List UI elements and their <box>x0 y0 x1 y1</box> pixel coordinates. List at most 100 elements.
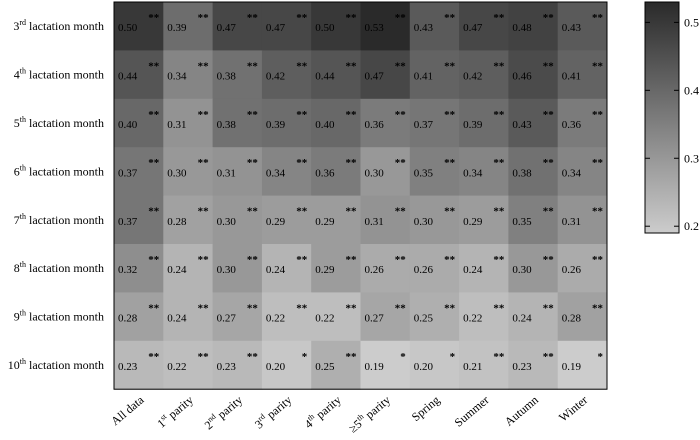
heatmap-cell <box>557 292 608 342</box>
significance-marker: ** <box>148 206 160 218</box>
heatmap-cell <box>311 50 361 100</box>
heatmap-cell <box>163 340 214 390</box>
significance-marker: ** <box>296 157 308 169</box>
heatmap-cell <box>114 195 164 245</box>
heatmap-cell <box>163 195 214 245</box>
heatmap-cell <box>459 98 509 148</box>
column-label: Summer <box>452 393 492 430</box>
heatmap-cell <box>459 2 509 51</box>
heatmap-cell <box>114 2 164 51</box>
cell-value-label: 0.43 <box>512 119 532 131</box>
heatmap-cell <box>114 244 164 293</box>
row-label: 4th lactation month <box>14 67 104 82</box>
colorbar-ticks: 0.5 0.4 0.3 0.2 <box>645 15 699 233</box>
significance-marker: ** <box>148 254 160 266</box>
significance-marker: ** <box>198 351 210 363</box>
heatmap-cell <box>261 292 312 342</box>
significance-marker: ** <box>198 254 210 266</box>
significance-marker: ** <box>296 302 308 314</box>
heatmap-cell <box>508 244 559 293</box>
heatmap-cell <box>311 2 361 51</box>
cell-value-label: 0.47 <box>463 22 483 34</box>
significance-marker: ** <box>395 254 407 266</box>
heatmap-cell <box>114 340 164 390</box>
significance-marker: ** <box>592 60 604 72</box>
heatmap-cell <box>360 340 411 390</box>
cell-value-label: 0.34 <box>167 71 187 83</box>
significance-marker: ** <box>444 109 456 121</box>
column-label: Autumn <box>502 393 541 429</box>
significance-marker: ** <box>148 12 160 24</box>
heatmap-cell <box>557 244 608 293</box>
heatmap-cell <box>163 244 214 293</box>
significance-marker: ** <box>543 351 555 363</box>
cell-value-label: 0.50 <box>315 22 335 34</box>
significance-marker: ** <box>592 254 604 266</box>
heatmap-cell <box>360 244 411 293</box>
cell-value-label: 0.42 <box>463 71 482 83</box>
significance-marker: ** <box>247 254 259 266</box>
significance-marker: ** <box>444 157 456 169</box>
significance-marker: ** <box>148 109 160 121</box>
significance-marker: ** <box>247 206 259 218</box>
significance-marker: ** <box>493 254 505 266</box>
significance-marker: ** <box>543 302 555 314</box>
cell-value-label: 0.24 <box>463 264 483 276</box>
row-label: 6th lactation month <box>14 163 104 178</box>
cell-value-label: 0.38 <box>512 167 532 179</box>
cell-value-label: 0.29 <box>463 216 483 228</box>
heatmap-cell <box>311 98 361 148</box>
significance-marker: ** <box>346 12 358 24</box>
cell-value-label: 0.35 <box>414 167 434 179</box>
heatmap-border <box>113 1 608 390</box>
cell-value-label: 0.31 <box>217 167 236 179</box>
cell-value-label: 0.21 <box>463 361 482 373</box>
cell-value-label: 0.39 <box>167 22 187 34</box>
significance-marker: ** <box>346 60 358 72</box>
column-label: Winter <box>556 393 590 425</box>
heatmap-cell <box>557 195 608 245</box>
cell-value-label: 0.30 <box>414 216 434 228</box>
significance-marker: ** <box>493 157 505 169</box>
heatmap-cell <box>261 340 312 390</box>
heatmap-cell <box>360 2 411 51</box>
cell-value-label: 0.19 <box>562 361 582 373</box>
row-label: 10th lactation month <box>8 357 104 372</box>
significance-marker: ** <box>444 302 456 314</box>
heatmap-cell <box>261 98 312 148</box>
heatmap-cell <box>311 244 361 293</box>
heatmap-cell <box>459 195 509 245</box>
significance-marker: ** <box>296 206 308 218</box>
heatmap-cell <box>311 195 361 245</box>
significance-marker: * <box>302 351 308 363</box>
cell-value-label: 0.23 <box>118 361 138 373</box>
cell-value-label: 0.34 <box>463 167 483 179</box>
colorbar-tick-label: 0.2 <box>684 219 699 233</box>
column-label: 3rd parity <box>251 392 294 432</box>
significance-marker: ** <box>198 60 210 72</box>
significance-marker: ** <box>198 302 210 314</box>
cell-value-label: 0.40 <box>118 119 138 131</box>
heatmap-cell <box>261 147 312 197</box>
cell-value-label: 0.29 <box>315 216 335 228</box>
cell-value-label: 0.36 <box>365 119 385 131</box>
cell-value-label: 0.31 <box>167 119 186 131</box>
significance-marker: ** <box>543 109 555 121</box>
column-label: 2nd parity <box>201 392 245 432</box>
significance-marker: ** <box>296 12 308 24</box>
heatmap-cell <box>114 292 164 342</box>
heatmap-cell <box>360 292 411 342</box>
cell-value-label: 0.48 <box>512 22 532 34</box>
cell-value-label: 0.47 <box>365 71 385 83</box>
heatmap-cell <box>459 292 509 342</box>
cell-value-label: 0.26 <box>365 264 385 276</box>
significance-marker: ** <box>395 206 407 218</box>
heatmap-cell <box>409 50 460 100</box>
heatmap-cell <box>508 195 559 245</box>
significance-marker: ** <box>592 109 604 121</box>
row-label: 9th lactation month <box>14 309 104 324</box>
heatmap-cell <box>508 340 559 390</box>
cell-value-label: 0.41 <box>414 71 433 83</box>
significance-marker: ** <box>247 109 259 121</box>
